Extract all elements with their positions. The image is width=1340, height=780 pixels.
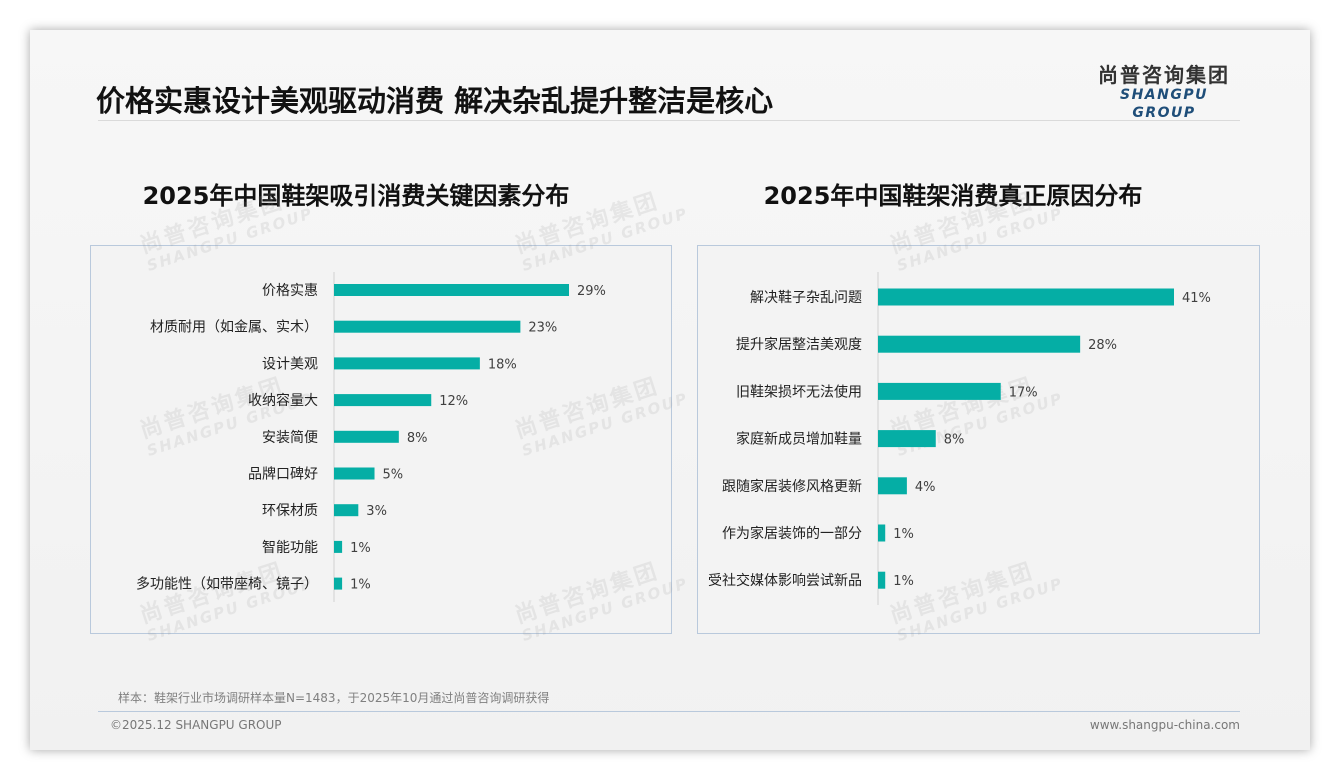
category-label: 环保材质 xyxy=(262,503,318,519)
value-label: 8% xyxy=(944,433,965,448)
bar xyxy=(334,430,399,443)
bar xyxy=(334,540,343,553)
category-label: 家庭新成员增加鞋量 xyxy=(736,431,862,448)
category-label: 收纳容量大 xyxy=(248,392,318,409)
category-label: 材质耐用（如金属、实木） xyxy=(150,320,318,336)
category-label: 价格实惠 xyxy=(262,283,318,299)
footer-divider xyxy=(98,711,1240,712)
value-label: 12% xyxy=(439,394,468,409)
value-label: 8% xyxy=(407,431,428,446)
category-label: 受社交媒体影响尝试新品 xyxy=(708,572,862,589)
value-label: 5% xyxy=(383,468,404,483)
brand-logo: 尚普咨询集团 SHANGPU GROUP xyxy=(1088,64,1240,122)
bar xyxy=(878,477,907,495)
bar xyxy=(878,524,886,542)
bar xyxy=(878,288,1174,306)
value-label: 18% xyxy=(488,357,517,372)
category-label: 作为家居装饰的一部分 xyxy=(722,525,862,542)
sample-note: 样本：鞋架行业市场调研样本量N=1483，于2025年10月通过尚普咨询调研获得 xyxy=(118,691,550,705)
value-label: 29% xyxy=(577,284,606,299)
bar xyxy=(878,335,1081,353)
category-label: 多功能性（如带座椅、镜子） xyxy=(136,576,318,593)
copyright: ©2025.12 SHANGPU GROUP xyxy=(110,718,282,732)
chart-title-right: 2025年中国鞋架消费真正原因分布 xyxy=(763,182,1143,210)
bar xyxy=(334,357,480,370)
bar xyxy=(334,394,432,407)
chart-title-left: 2025年中国鞋架吸引消费关键因素分布 xyxy=(142,182,570,210)
value-label: 17% xyxy=(1009,385,1038,400)
value-label: 1% xyxy=(350,541,371,556)
category-label: 提升家居整洁美观度 xyxy=(736,336,862,353)
category-label: 设计美观 xyxy=(262,356,318,372)
category-label: 跟随家居装修风格更新 xyxy=(722,478,862,495)
value-label: 4% xyxy=(915,480,936,495)
value-label: 1% xyxy=(893,574,914,589)
value-label: 1% xyxy=(350,578,371,593)
value-label: 23% xyxy=(528,321,557,336)
bar xyxy=(334,320,521,333)
logo-cn: 尚普咨询集团 xyxy=(1098,63,1230,87)
bar xyxy=(334,577,343,590)
bar xyxy=(878,382,1001,400)
category-label: 品牌口碑好 xyxy=(248,466,318,483)
chart-panel-right xyxy=(697,245,1260,634)
page-title: 价格实惠设计美观驱动消费 解决杂乱提升整洁是核心 xyxy=(96,84,774,118)
website-url: www.shangpu-china.com xyxy=(1089,718,1240,732)
title-divider xyxy=(98,120,1240,121)
value-label: 3% xyxy=(366,504,387,519)
bar xyxy=(878,571,886,589)
bar xyxy=(334,284,569,296)
value-label: 41% xyxy=(1182,291,1211,306)
bar xyxy=(878,430,936,448)
value-label: 28% xyxy=(1088,338,1117,353)
category-label: 旧鞋架损坏无法使用 xyxy=(736,383,862,400)
category-label: 安装简便 xyxy=(262,429,318,446)
bar xyxy=(334,467,375,480)
bar xyxy=(334,504,359,517)
category-label: 智能功能 xyxy=(262,540,318,556)
logo-en: SHANGPU GROUP xyxy=(1120,87,1208,121)
category-label: 解决鞋子杂乱问题 xyxy=(750,290,862,306)
value-label: 1% xyxy=(893,527,914,542)
